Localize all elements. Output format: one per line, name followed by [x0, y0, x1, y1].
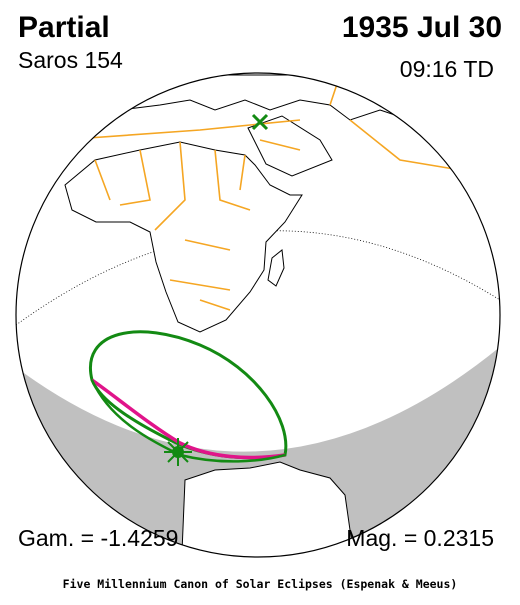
arabia [247, 115, 333, 177]
saros: Saros 154 [18, 47, 123, 73]
penumbra-limit [89, 330, 288, 460]
magnitude: Mag. = 0.2315 [346, 525, 494, 551]
greatest-eclipse-marker [251, 113, 269, 131]
gamma: Gam. = -1.4259 [18, 525, 178, 551]
max-eclipse-line [90, 378, 286, 460]
globe-outline [15, 72, 501, 558]
time: 09:16 TD [400, 56, 494, 82]
sun-marker [164, 438, 192, 466]
eclipse-type: Partial [18, 11, 110, 44]
globe [16, 73, 500, 557]
date: 1935 Jul 30 [342, 11, 502, 44]
credit: Five Millennium Canon of Solar Eclipses … [63, 577, 458, 591]
africa [64, 141, 303, 333]
madagascar [267, 249, 285, 287]
